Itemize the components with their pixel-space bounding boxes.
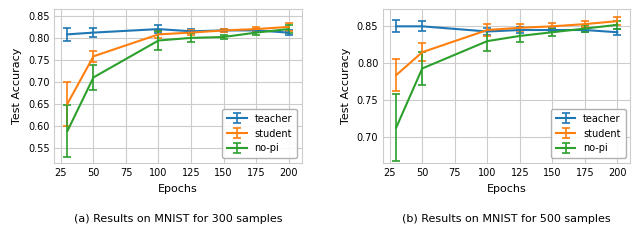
Y-axis label: Test Accuracy: Test Accuracy xyxy=(341,48,351,124)
Legend: teacher, student, no-pi: teacher, student, no-pi xyxy=(222,109,297,158)
Legend: teacher, student, no-pi: teacher, student, no-pi xyxy=(551,109,625,158)
Title: (a) Results on MNIST for 300 samples: (a) Results on MNIST for 300 samples xyxy=(74,213,282,223)
X-axis label: Epochs: Epochs xyxy=(487,184,527,194)
Y-axis label: Test Accuracy: Test Accuracy xyxy=(12,48,22,124)
X-axis label: Epochs: Epochs xyxy=(158,184,198,194)
Title: (b) Results on MNIST for 500 samples: (b) Results on MNIST for 500 samples xyxy=(403,213,611,223)
